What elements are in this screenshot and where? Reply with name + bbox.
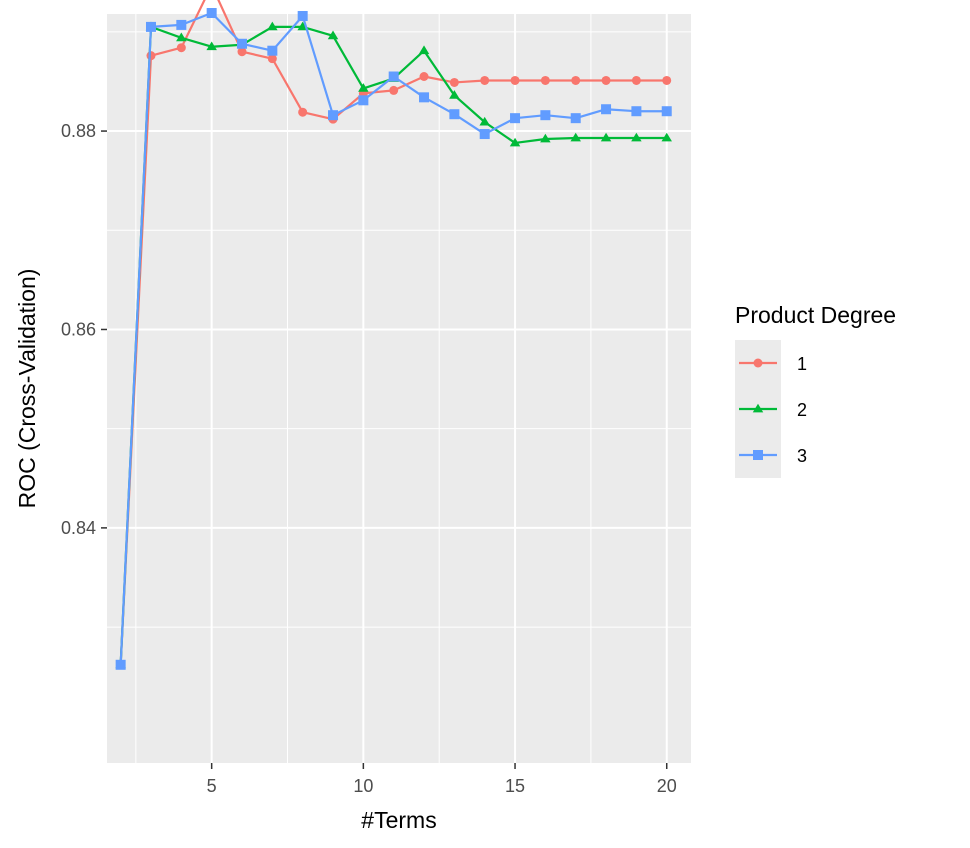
series-3-point [540,110,551,121]
series-1-point [237,47,247,57]
legend-key-marker [752,403,764,413]
series-3-point [328,110,339,121]
plot-panel [107,14,691,763]
series-1-point [146,51,156,61]
series-3-point [267,45,278,56]
axis-ticks: 5 10 15 20 0.84 0.86 0.88 [61,121,677,796]
series-1-point [571,75,581,85]
series-1-point [601,75,611,85]
series-3-point [176,19,187,30]
series-2-point [206,41,217,51]
legend-item-3: 3 [735,432,807,478]
series-1-point [480,75,490,85]
series-1-point [298,107,308,117]
series-2-point [358,83,369,92]
y-tick-label: 0.84 [61,518,96,538]
x-tick-label: 15 [505,776,525,796]
series-3-point [297,10,308,21]
series-3-point [661,106,672,117]
series-3-point [145,21,156,32]
legend-key-marker [753,358,763,368]
series-3-point [510,113,521,124]
y-tick-label: 0.86 [61,319,96,339]
series-2-point [479,116,490,126]
series-1-point [510,75,520,85]
series-3-point [601,104,612,115]
series-1-point [540,75,550,85]
series-1-point [176,43,186,53]
series-3-point [115,659,126,670]
series-2-point [509,137,521,147]
legend: Product Degree 1 2 3 [735,302,896,478]
legend-item-2: 2 [735,386,807,432]
series-3-point [388,71,399,82]
x-tick-label: 5 [207,776,217,796]
series-1-point [631,75,641,85]
series-3-point [570,113,581,124]
series-1-point [419,71,429,81]
series-3-point [358,95,369,106]
series-layer [115,0,672,670]
series-3-point [479,129,490,140]
y-tick-label: 0.88 [61,121,96,141]
series-2-point [631,132,642,142]
legend-key-marker [753,450,763,460]
x-tick-label: 10 [353,776,373,796]
series-2-point [600,132,612,142]
x-axis-title: #Terms [361,807,436,833]
series-3-point [631,106,642,117]
series-1-point [662,75,672,85]
legend-items: 1 2 3 [735,340,807,478]
series-3-point [206,8,217,19]
series-2-point [540,133,551,143]
series-2-point [418,45,430,55]
series-2-point [570,132,581,142]
legend-label: 2 [797,400,807,420]
series-1-point [267,54,277,64]
series-1-point [449,77,459,87]
legend-label: 3 [797,446,807,466]
series-3 [115,8,672,670]
series-3-point [419,92,430,103]
legend-label: 1 [797,354,807,374]
legend-title: Product Degree [735,302,896,328]
legend-item-1: 1 [735,340,807,386]
series-2-point [267,21,278,31]
x-tick-label: 20 [657,776,677,796]
series-3-point [237,38,248,49]
grid-lines [107,14,691,763]
series-2-point [327,30,339,40]
series-2-point [449,90,460,99]
series-2-point [661,132,672,142]
series-2-point [176,32,187,42]
y-axis-title: ROC (Cross-Validation) [14,269,40,509]
series-1-point [389,85,399,95]
series-3-point [449,109,460,120]
